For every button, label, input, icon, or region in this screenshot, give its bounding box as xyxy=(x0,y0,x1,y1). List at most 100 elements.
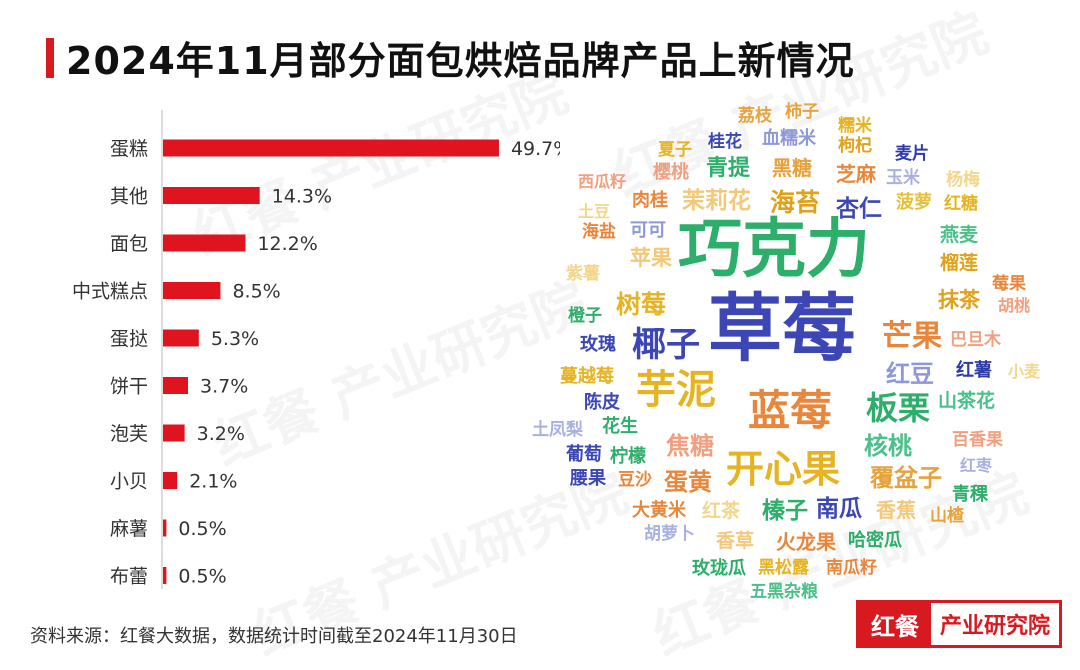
cloud-word: 山楂 xyxy=(930,506,964,526)
cloud-word: 南瓜 xyxy=(816,496,862,522)
cloud-word: 茉莉花 xyxy=(682,188,751,214)
cloud-word: 哈密瓜 xyxy=(848,530,902,551)
cloud-word: 樱桃 xyxy=(653,162,689,183)
cloud-word: 杨梅 xyxy=(946,170,980,190)
cloud-word: 夏子 xyxy=(658,140,692,160)
cloud-word: 胡萝卜 xyxy=(644,524,695,544)
category-label: 布蕾 xyxy=(110,566,148,588)
cloud-word: 草莓 xyxy=(708,286,856,372)
category-label: 泡芙 xyxy=(110,423,148,445)
cloud-word: 腰果 xyxy=(570,468,606,489)
cloud-word: 青提 xyxy=(706,156,751,181)
cloud-word: 苹果 xyxy=(630,246,672,270)
cloud-word: 玉米 xyxy=(886,168,920,188)
logo-text: 产业研究院 xyxy=(931,603,1059,645)
value-label: 8.5% xyxy=(232,281,280,303)
cloud-word: 可可 xyxy=(630,220,666,241)
bar xyxy=(163,139,499,157)
cloud-word: 柿子 xyxy=(785,102,819,122)
category-label: 饼干 xyxy=(110,376,148,398)
category-label: 麻薯 xyxy=(110,518,148,540)
cloud-word: 蛋黄 xyxy=(664,468,712,496)
category-label: 蛋挞 xyxy=(110,328,148,350)
bar xyxy=(163,187,260,204)
category-label: 面包 xyxy=(110,233,148,255)
title-accent-bar xyxy=(46,38,54,78)
cloud-word: 燕麦 xyxy=(940,224,979,246)
value-label: 49.7% xyxy=(511,138,560,160)
cloud-word: 豆沙 xyxy=(618,470,652,490)
cloud-word: 榛子 xyxy=(762,498,808,524)
cloud-word: 葡萄 xyxy=(566,444,602,465)
value-label: 12.2% xyxy=(257,233,317,255)
cloud-word: 百香果 xyxy=(952,430,1003,450)
value-label: 14.3% xyxy=(272,186,332,208)
cloud-word: 血糯米 xyxy=(762,128,816,149)
cloud-word: 菠萝 xyxy=(896,192,932,213)
bar xyxy=(163,234,246,252)
cloud-word: 山茶花 xyxy=(938,390,996,412)
cloud-word: 大黄米 xyxy=(632,500,686,521)
cloud-word: 玫瑰 xyxy=(580,334,616,355)
cloud-word: 香蕉 xyxy=(876,498,916,522)
cloud-word: 树莓 xyxy=(616,290,667,319)
cloud-word: 榴莲 xyxy=(940,252,979,274)
cloud-word: 巧克力 xyxy=(678,213,870,287)
value-label: 0.5% xyxy=(178,518,226,540)
cloud-word: 开心果 xyxy=(726,447,841,491)
bar xyxy=(163,567,167,584)
cloud-word: 荔枝 xyxy=(738,106,772,126)
brand-logo: 红餐 产业研究院 xyxy=(856,600,1062,648)
cloud-word: 橙子 xyxy=(568,306,602,326)
cloud-word: 南瓜籽 xyxy=(826,558,877,578)
cloud-word: 黑糖 xyxy=(772,156,812,180)
cloud-word: 胡桃 xyxy=(998,296,1031,315)
cloud-word: 椰子 xyxy=(632,325,700,365)
cloud-word: 杏仁 xyxy=(836,196,882,222)
cloud-word: 蔓越莓 xyxy=(560,366,614,387)
cloud-word: 红薯 xyxy=(956,360,992,381)
cloud-word: 海盐 xyxy=(582,222,616,242)
value-label: 3.7% xyxy=(200,376,248,398)
value-label: 0.5% xyxy=(178,566,226,588)
word-cloud: 荔枝 柿子 糯米 桂花 血糯米 枸杞 麦片 夏子 樱桃 青提 黑糖 芝麻 玉米 西瓜籽 肉桂 茉莉花 海苔 杏仁菠… xyxy=(520,100,1050,610)
bar xyxy=(163,329,199,347)
logo-mark: 红餐 xyxy=(859,603,931,645)
value-label: 5.3% xyxy=(211,328,259,350)
value-label: 2.1% xyxy=(189,471,237,493)
cloud-word: 火龙果 xyxy=(776,530,836,554)
bar xyxy=(163,282,221,299)
cloud-word: 莓果 xyxy=(992,274,1026,294)
cloud-word: 巴旦木 xyxy=(950,330,1001,350)
cloud-word: 花生 xyxy=(602,416,638,437)
cloud-word: 海苔 xyxy=(770,188,821,217)
cloud-word: 红枣 xyxy=(960,456,993,475)
cloud-word: 核桃 xyxy=(864,432,912,460)
cloud-word: 焦糖 xyxy=(666,432,714,460)
cloud-word: 黑松露 xyxy=(758,558,809,578)
cloud-word: 小麦 xyxy=(1008,362,1041,381)
bar xyxy=(163,519,167,537)
cloud-word: 桂花 xyxy=(708,132,742,152)
cloud-word: 芒果 xyxy=(882,319,942,354)
cloud-word: 青稞 xyxy=(952,484,988,505)
category-label: 小贝 xyxy=(110,471,148,493)
cloud-word: 柠檬 xyxy=(610,446,646,467)
cloud-word: 红豆 xyxy=(886,360,934,388)
cloud-word: 麦片 xyxy=(895,144,929,164)
cloud-word: 枸杞 xyxy=(838,136,872,156)
cloud-word: 西瓜籽 xyxy=(578,172,627,191)
cloud-word: 抹茶 xyxy=(938,288,980,312)
cloud-word: 芝麻 xyxy=(836,162,876,186)
category-label: 其他 xyxy=(110,186,148,208)
cloud-word: 香草 xyxy=(716,530,755,552)
category-label: 中式糕点 xyxy=(72,281,148,303)
cloud-word: 蓝莓 xyxy=(748,386,833,435)
cloud-word: 肉桂 xyxy=(632,190,668,211)
cloud-word: 五黑杂粮 xyxy=(750,582,818,602)
source-note: 资料来源：红餐大数据，数据统计时间截至2024年11月30日 xyxy=(30,626,518,647)
bar xyxy=(163,424,185,442)
cloud-word: 土凤梨 xyxy=(532,420,583,440)
category-label: 蛋糕 xyxy=(110,138,148,160)
cloud-word: 土豆 xyxy=(578,202,611,221)
